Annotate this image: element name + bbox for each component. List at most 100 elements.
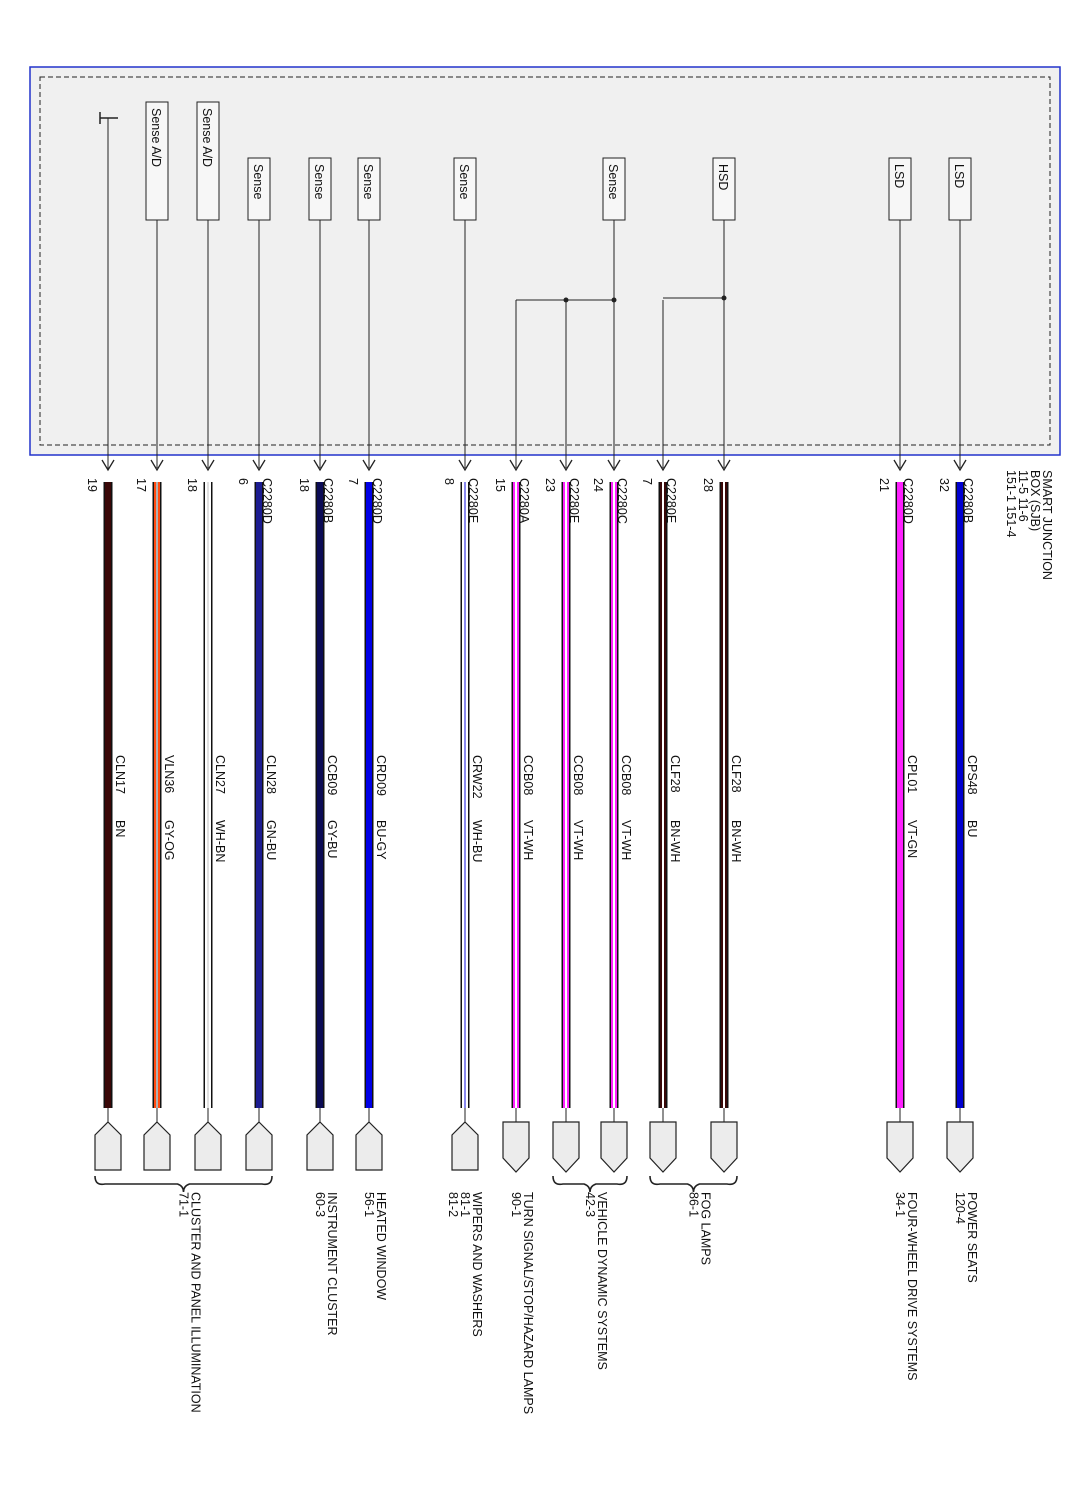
pin-number: 18: [297, 478, 311, 492]
connector-arrow-icon: [953, 459, 967, 472]
connector-arrow-icon: [101, 459, 115, 472]
connector-shape: [502, 1121, 530, 1173]
sjb-label-line: SMART JUNCTION: [1040, 470, 1054, 580]
wire-color-code: VT-WH: [571, 820, 585, 860]
destination-name: CLUSTER AND PANEL ILLUMINATION: [189, 1192, 203, 1413]
connector-arrow-icon: [313, 459, 327, 472]
brace-icon: [649, 1175, 738, 1193]
destination-ref: 86-1: [687, 1192, 701, 1217]
wire-stripe: [515, 482, 517, 1108]
connector-arrow-icon: [509, 459, 523, 472]
wire-color-code: VT-GN: [905, 820, 919, 858]
wire-color-code: BN: [113, 820, 127, 837]
connector-shape: [552, 1121, 580, 1173]
circuit-number: CLN17: [113, 755, 127, 794]
destination-name: INSTRUMENT CLUSTER: [325, 1192, 339, 1336]
component-label: Sense: [606, 164, 620, 199]
connector-arrow-icon: [362, 459, 376, 472]
destination-name: WIPERS AND WASHERS: [470, 1192, 484, 1337]
pin-number: 21: [877, 478, 891, 492]
destination-name: FOG LAMPS: [699, 1192, 713, 1265]
connector-shape: [245, 1121, 273, 1171]
sjb-label-line: 151-1 151-4: [1004, 470, 1018, 537]
circuit-column: HSD 28 CLF28 BN-WH: [701, 157, 743, 1173]
component-label: HSD: [716, 164, 730, 190]
connector-shape: [306, 1121, 334, 1171]
destination-ref: 81-2: [446, 1192, 460, 1217]
wire-color-code: BU: [965, 820, 979, 837]
circuit-column: Sense A/D 17 VLN36 GY-OG: [134, 101, 176, 1171]
destination-name: TURN SIGNAL/STOP/HAZARD LAMPS: [521, 1192, 535, 1414]
wire-stripe: [723, 482, 725, 1108]
wire-body: [256, 482, 262, 1108]
component-label: LSD: [952, 164, 966, 188]
component-label: Sense A/D: [200, 108, 214, 167]
wire-body: [897, 482, 903, 1108]
wire-stripe: [565, 482, 567, 1108]
connector-arrow-icon: [458, 459, 472, 472]
connector-shape: [600, 1121, 628, 1173]
wire-color-code: VT-WH: [521, 820, 535, 860]
destination-ref: 120-4: [953, 1192, 967, 1224]
pin-number: 28: [701, 478, 715, 492]
wire-stripe: [156, 482, 158, 1108]
pin-number: 17: [134, 478, 148, 492]
wire-body: [317, 482, 323, 1108]
destination-ref: 56-1: [362, 1192, 376, 1217]
circuit-column: 19 CLN17 BN: [85, 112, 127, 1171]
pin-number: 7: [346, 478, 360, 485]
connector-shape: [886, 1121, 914, 1173]
wire-body: [105, 482, 111, 1108]
wire-body: [366, 482, 372, 1108]
wire-color-code: WH-BU: [470, 820, 484, 862]
destination-name: FOUR-WHEEL DRIVE SYSTEMS: [905, 1192, 919, 1380]
pin-number: 8: [442, 478, 456, 485]
component-label: Sense: [361, 164, 375, 199]
component-label: LSD: [892, 164, 906, 188]
component-label: Sense A/D: [149, 108, 163, 167]
connector-arrow-icon: [150, 459, 164, 472]
splice-dot: [563, 297, 569, 303]
component-label: Sense: [251, 164, 265, 199]
circuit-number: CLN27: [213, 755, 227, 794]
connector-arrow-icon: [201, 459, 215, 472]
pin-number: 6: [236, 478, 250, 485]
circuit-number: CLN28: [264, 755, 278, 794]
pin-number: 15: [493, 478, 507, 492]
pin-number: 32: [937, 478, 951, 492]
component-label: Sense: [457, 164, 471, 199]
brace-icon: [552, 1175, 628, 1193]
wire-stripe: [613, 482, 615, 1108]
destination-ref: 42-3: [583, 1192, 597, 1217]
wire-color-code: BU-GY: [374, 820, 388, 860]
connector-shape: [946, 1121, 974, 1173]
circuit-number: CCB08: [619, 755, 633, 795]
destination-name: VEHICLE DYNAMIC SYSTEMS: [595, 1192, 609, 1370]
connector-shape: [355, 1121, 383, 1171]
sjb-label-line: BOX (SJB): [1028, 470, 1042, 531]
wire-color-code: BN-WH: [729, 820, 743, 862]
splice: [516, 297, 617, 303]
connector-shape: [143, 1121, 171, 1171]
connector-arrow-icon: [607, 459, 621, 472]
connector-arrow-icon: [656, 459, 670, 472]
circuit-number: CRD09: [374, 755, 388, 796]
connector-shape: [649, 1121, 677, 1173]
destination-name: POWER SEATS: [965, 1192, 979, 1283]
connector-shape: [194, 1121, 222, 1171]
circuit-number: CPL01: [905, 755, 919, 793]
circuit-number: CCB09: [325, 755, 339, 795]
destination-ref: 90-1: [509, 1192, 523, 1217]
wire-body: [957, 482, 963, 1108]
